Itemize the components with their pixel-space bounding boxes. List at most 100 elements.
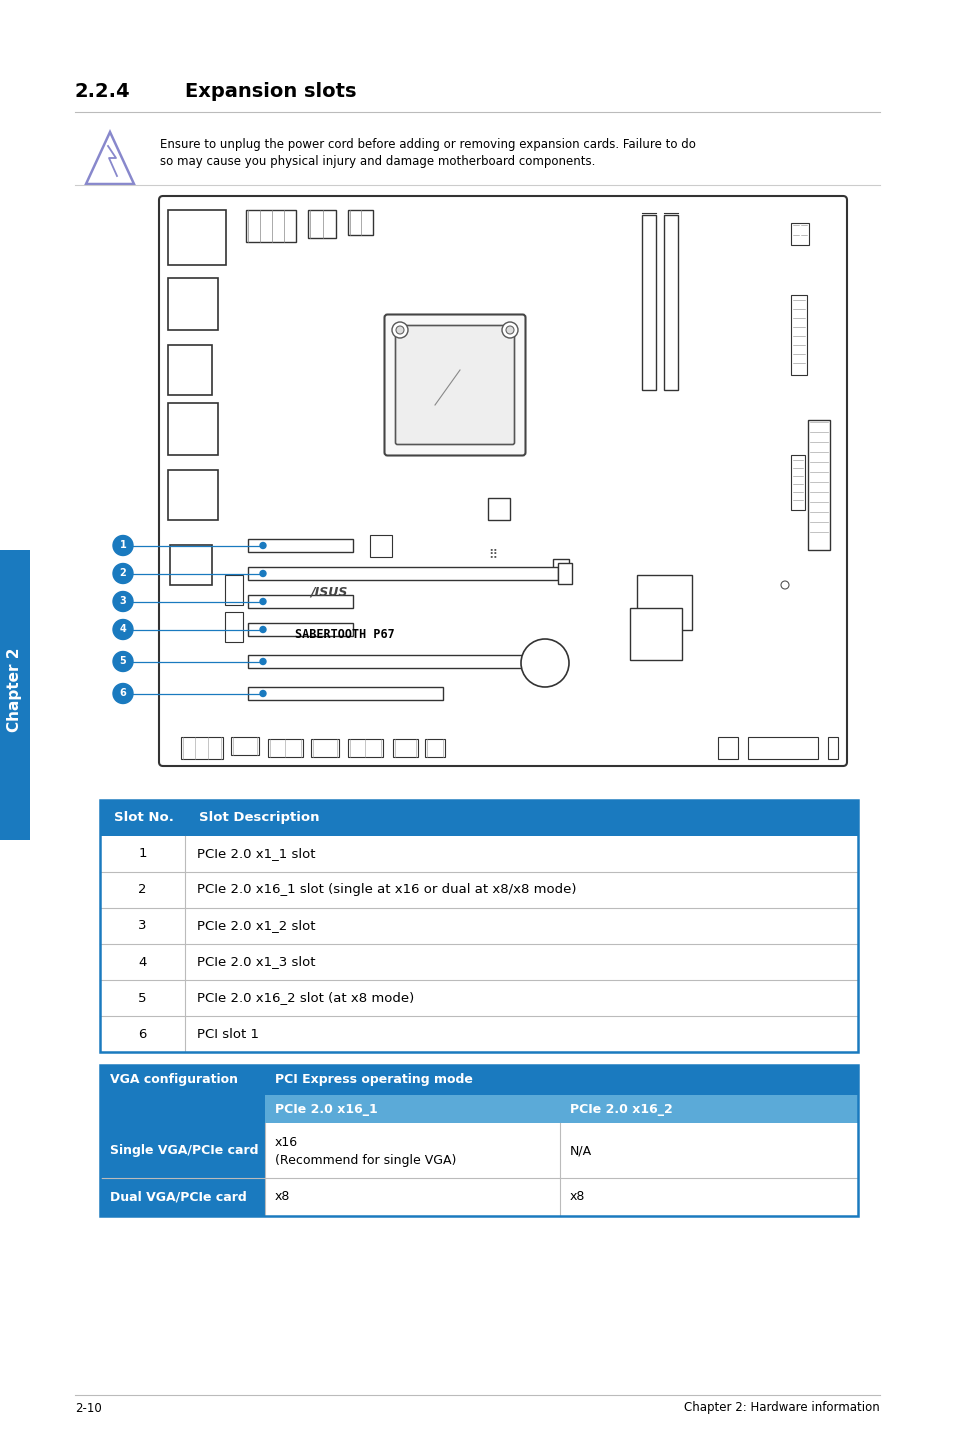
Text: Dual VGA/PCIe card: Dual VGA/PCIe card — [110, 1191, 247, 1204]
Text: Expansion slots: Expansion slots — [185, 82, 356, 101]
FancyBboxPatch shape — [100, 800, 857, 835]
Text: PCIe 2.0 x1_2 slot: PCIe 2.0 x1_2 slot — [196, 919, 315, 932]
FancyBboxPatch shape — [168, 345, 212, 395]
Text: PCIe 2.0 x16_2: PCIe 2.0 x16_2 — [569, 1103, 672, 1116]
Text: 4: 4 — [138, 955, 147, 969]
Circle shape — [260, 659, 266, 664]
Text: PCIe 2.0 x1_1 slot: PCIe 2.0 x1_1 slot — [196, 847, 315, 860]
Circle shape — [392, 322, 408, 338]
Circle shape — [395, 326, 403, 334]
FancyBboxPatch shape — [370, 535, 392, 557]
Circle shape — [260, 690, 266, 696]
FancyBboxPatch shape — [348, 739, 382, 756]
Text: Slot Description: Slot Description — [199, 811, 319, 824]
FancyBboxPatch shape — [718, 738, 738, 759]
Text: 3: 3 — [119, 597, 126, 607]
FancyBboxPatch shape — [559, 1178, 857, 1217]
Text: PCIe 2.0 x16_1 slot (single at x16 or dual at x8/x8 mode): PCIe 2.0 x16_1 slot (single at x16 or du… — [196, 883, 576, 896]
Text: 2-10: 2-10 — [75, 1402, 102, 1415]
Text: 2.2.4: 2.2.4 — [75, 82, 131, 101]
FancyBboxPatch shape — [265, 1123, 559, 1178]
Text: 4: 4 — [119, 624, 126, 634]
FancyBboxPatch shape — [100, 835, 857, 871]
FancyBboxPatch shape — [168, 470, 218, 521]
Circle shape — [520, 638, 568, 687]
FancyBboxPatch shape — [100, 1094, 265, 1123]
FancyBboxPatch shape — [248, 567, 558, 580]
FancyBboxPatch shape — [553, 559, 568, 575]
Text: Ensure to unplug the power cord before adding or removing expansion cards. Failu: Ensure to unplug the power cord before a… — [160, 138, 695, 151]
Circle shape — [501, 322, 517, 338]
FancyBboxPatch shape — [170, 545, 212, 585]
Circle shape — [505, 326, 514, 334]
FancyBboxPatch shape — [265, 1094, 559, 1123]
FancyBboxPatch shape — [629, 608, 681, 660]
Text: 6: 6 — [138, 1028, 147, 1041]
FancyBboxPatch shape — [308, 210, 335, 239]
Text: 5: 5 — [138, 991, 147, 1005]
Circle shape — [260, 598, 266, 604]
FancyBboxPatch shape — [559, 1123, 857, 1178]
Text: Slot No.: Slot No. — [113, 811, 173, 824]
Text: Chapter 2: Hardware information: Chapter 2: Hardware information — [683, 1402, 879, 1415]
Text: x8: x8 — [569, 1191, 585, 1204]
Circle shape — [781, 581, 788, 590]
Text: 3: 3 — [138, 919, 147, 932]
Text: x8: x8 — [274, 1191, 290, 1204]
Text: 2: 2 — [119, 568, 126, 578]
Circle shape — [112, 620, 132, 640]
FancyBboxPatch shape — [248, 687, 442, 700]
FancyBboxPatch shape — [488, 498, 510, 521]
FancyBboxPatch shape — [790, 454, 804, 510]
FancyBboxPatch shape — [168, 403, 218, 454]
Text: PCIe 2.0 x1_3 slot: PCIe 2.0 x1_3 slot — [196, 955, 315, 969]
FancyBboxPatch shape — [168, 278, 218, 329]
FancyBboxPatch shape — [0, 549, 30, 840]
FancyBboxPatch shape — [424, 739, 444, 756]
Text: x16: x16 — [274, 1136, 297, 1149]
Circle shape — [112, 683, 132, 703]
Circle shape — [260, 627, 266, 633]
FancyBboxPatch shape — [395, 325, 514, 444]
Text: PCIe 2.0 x16_2 slot (at x8 mode): PCIe 2.0 x16_2 slot (at x8 mode) — [196, 991, 414, 1005]
FancyBboxPatch shape — [248, 654, 527, 669]
Text: 2: 2 — [138, 883, 147, 896]
FancyBboxPatch shape — [265, 1066, 857, 1094]
FancyBboxPatch shape — [790, 295, 806, 375]
FancyBboxPatch shape — [311, 739, 338, 756]
Text: PCI Express operating mode: PCI Express operating mode — [274, 1074, 473, 1087]
FancyBboxPatch shape — [100, 943, 857, 981]
Circle shape — [260, 542, 266, 548]
FancyBboxPatch shape — [527, 651, 541, 672]
FancyBboxPatch shape — [100, 1017, 857, 1053]
FancyBboxPatch shape — [827, 738, 837, 759]
FancyBboxPatch shape — [100, 907, 857, 943]
FancyBboxPatch shape — [559, 1094, 857, 1123]
Text: /ISUS: /ISUS — [310, 585, 347, 598]
FancyBboxPatch shape — [159, 196, 846, 766]
Text: 5: 5 — [119, 657, 126, 666]
FancyBboxPatch shape — [225, 613, 243, 641]
FancyBboxPatch shape — [663, 216, 678, 390]
Text: Chapter 2: Chapter 2 — [8, 647, 23, 732]
FancyBboxPatch shape — [268, 739, 303, 756]
FancyBboxPatch shape — [225, 575, 243, 605]
FancyBboxPatch shape — [248, 539, 353, 552]
FancyBboxPatch shape — [641, 216, 656, 390]
Text: 6: 6 — [119, 689, 126, 699]
FancyBboxPatch shape — [168, 210, 226, 265]
FancyBboxPatch shape — [637, 575, 691, 630]
Circle shape — [260, 571, 266, 577]
Text: (Recommend for single VGA): (Recommend for single VGA) — [274, 1155, 456, 1168]
FancyBboxPatch shape — [100, 1178, 265, 1217]
Circle shape — [112, 651, 132, 672]
FancyBboxPatch shape — [558, 564, 572, 584]
FancyBboxPatch shape — [384, 315, 525, 456]
Text: VGA configuration: VGA configuration — [110, 1074, 237, 1087]
Text: so may cause you physical injury and damage motherboard components.: so may cause you physical injury and dam… — [160, 155, 595, 168]
Circle shape — [112, 591, 132, 611]
Text: Single VGA/PCIe card: Single VGA/PCIe card — [110, 1145, 258, 1158]
FancyBboxPatch shape — [231, 738, 258, 755]
FancyBboxPatch shape — [265, 1178, 559, 1217]
FancyBboxPatch shape — [393, 739, 417, 756]
